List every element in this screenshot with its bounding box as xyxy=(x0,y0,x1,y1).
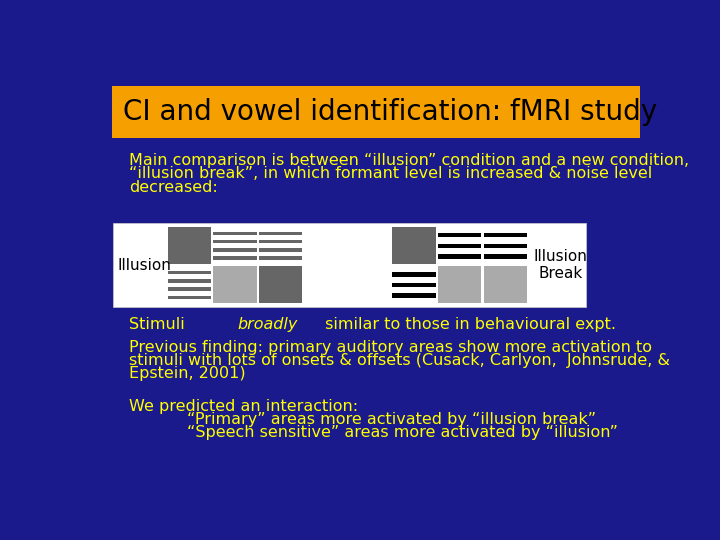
Text: Epstein, 2001): Epstein, 2001) xyxy=(129,366,246,381)
Bar xyxy=(213,240,256,244)
Bar xyxy=(112,85,640,138)
Text: Main comparison is between “illusion” condition and a new condition,: Main comparison is between “illusion” co… xyxy=(129,153,689,168)
Bar xyxy=(259,256,302,260)
Bar xyxy=(484,244,527,248)
Bar xyxy=(113,222,586,307)
Bar xyxy=(392,283,436,287)
Bar xyxy=(168,295,211,299)
Text: Illusion
Break: Illusion Break xyxy=(534,249,588,281)
Bar xyxy=(392,227,436,264)
Bar xyxy=(168,266,211,303)
Bar xyxy=(168,287,211,291)
Bar xyxy=(168,279,211,282)
Bar xyxy=(213,232,256,235)
Text: similar to those in behavioural expt.: similar to those in behavioural expt. xyxy=(320,318,616,332)
Bar xyxy=(213,266,256,303)
Bar xyxy=(438,244,482,248)
Text: Illusion: Illusion xyxy=(117,258,171,273)
Bar xyxy=(484,227,527,264)
Bar xyxy=(213,227,256,264)
Bar xyxy=(392,293,436,298)
Bar xyxy=(438,233,482,238)
Text: Previous finding: primary auditory areas show more activation to: Previous finding: primary auditory areas… xyxy=(129,340,652,355)
Bar xyxy=(484,254,527,259)
Bar xyxy=(168,227,211,264)
Text: Stimuli: Stimuli xyxy=(129,318,189,332)
Bar xyxy=(484,233,527,238)
Bar xyxy=(259,227,302,264)
Bar xyxy=(392,266,436,303)
Text: “illusion break”, in which formant level is increased & noise level: “illusion break”, in which formant level… xyxy=(129,166,652,181)
Bar xyxy=(438,227,482,264)
Bar xyxy=(213,248,256,252)
Text: stimuli with lots of onsets & offsets (Cusack, Carlyon,  Johnsrude, &: stimuli with lots of onsets & offsets (C… xyxy=(129,353,670,368)
Text: CI and vowel identification: fMRI study: CI and vowel identification: fMRI study xyxy=(122,98,657,126)
Bar xyxy=(259,248,302,252)
Bar xyxy=(438,266,482,303)
Text: broadly: broadly xyxy=(237,318,297,332)
Text: “Primary” areas more activated by “illusion break”: “Primary” areas more activated by “illus… xyxy=(187,411,596,427)
Bar xyxy=(484,266,527,303)
Bar xyxy=(259,232,302,235)
Bar xyxy=(213,256,256,260)
Text: decreased:: decreased: xyxy=(129,179,217,194)
Bar xyxy=(259,266,302,303)
Bar xyxy=(259,240,302,244)
Bar xyxy=(392,272,436,276)
Bar xyxy=(438,254,482,259)
Text: We predicted an interaction:: We predicted an interaction: xyxy=(129,399,358,414)
Text: “Speech sensitive” areas more activated by “illusion”: “Speech sensitive” areas more activated … xyxy=(187,424,618,440)
Bar xyxy=(168,271,211,274)
